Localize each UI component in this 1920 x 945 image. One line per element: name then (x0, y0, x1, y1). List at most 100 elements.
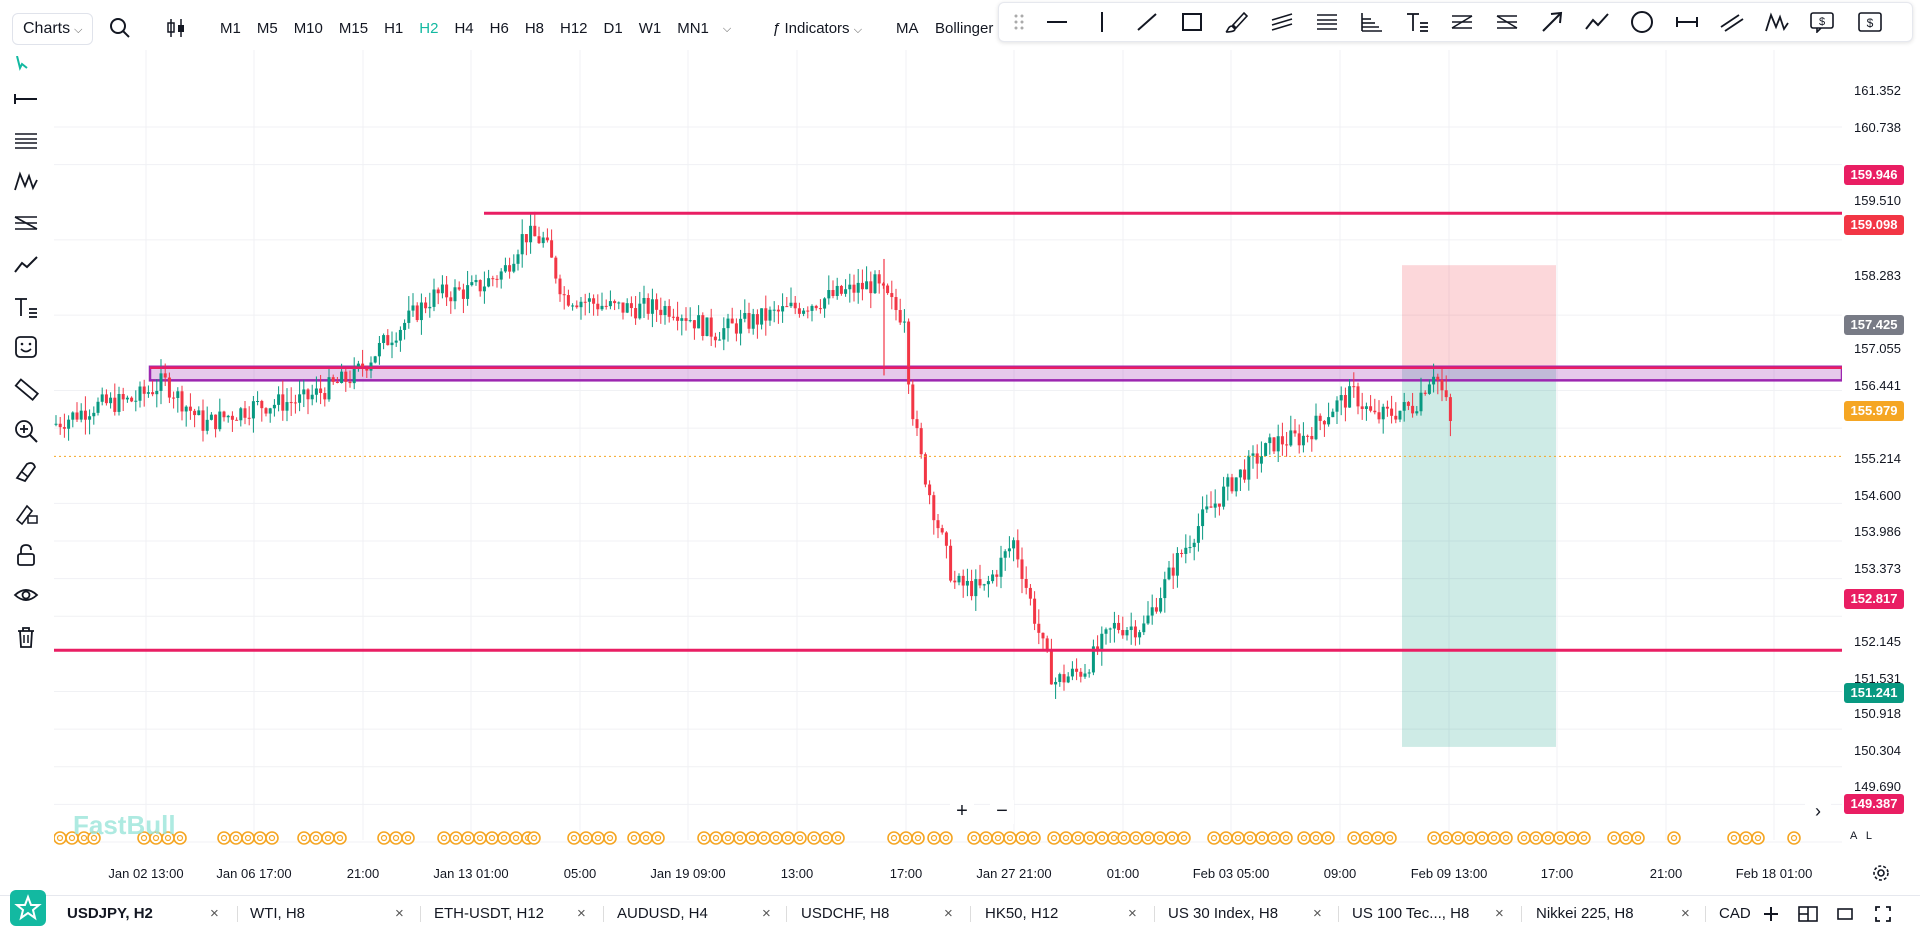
search-icon[interactable] (108, 16, 132, 40)
tf-h4[interactable]: H4 (454, 20, 474, 37)
tab-audusd[interactable]: AUDUSD, H4 × (617, 902, 771, 926)
tf-m10[interactable]: M10 (293, 20, 323, 37)
auto-log-buttons[interactable]: A L (1850, 830, 1873, 842)
arrow-icon[interactable] (1539, 11, 1565, 33)
price-chart[interactable] (54, 50, 1842, 858)
fib-channel-icon[interactable] (1449, 11, 1475, 33)
price-range-icon[interactable] (1674, 11, 1700, 33)
tab-hk50[interactable]: HK50, H12 × (985, 902, 1137, 926)
vertical-line-icon[interactable] (1089, 11, 1115, 33)
tab-usdjpy[interactable]: USDJPY, H2 × (67, 902, 219, 926)
zoom-in-icon[interactable] (13, 418, 39, 444)
tf-h6[interactable]: H6 (489, 20, 509, 37)
candle-body (377, 342, 381, 357)
fullscreen-icon[interactable] (1874, 905, 1892, 923)
tf-w1[interactable]: W1 (638, 20, 662, 37)
tf-h2[interactable]: H2 (419, 20, 439, 37)
drag-handle-icon[interactable] (1009, 11, 1029, 33)
fib-fan-icon[interactable] (1359, 11, 1385, 33)
tf-d1[interactable]: D1 (603, 20, 623, 37)
event-marker-icon (377, 831, 391, 845)
close-icon[interactable]: × (395, 905, 404, 922)
layout-icon[interactable] (1798, 905, 1818, 923)
rectangle-icon[interactable] (1179, 11, 1205, 33)
close-icon[interactable]: × (1495, 905, 1504, 922)
tab-nikkei225[interactable]: Nikkei 225, H8 × (1536, 902, 1690, 926)
settings-icon[interactable] (1872, 864, 1890, 882)
close-icon[interactable]: × (210, 905, 219, 922)
time-axis[interactable]: Jan 02 13:00 Jan 06 17:00 21:00 Jan 13 0… (54, 862, 1844, 888)
candle-body (104, 394, 108, 404)
tab-us100[interactable]: US 100 Tec..., H8 × (1352, 902, 1504, 926)
bollinger-button[interactable]: Bollinger (935, 20, 994, 37)
tab-cad[interactable]: CAD (1719, 902, 1751, 926)
polyline-icon[interactable] (1584, 11, 1610, 33)
add-tab-icon[interactable] (1762, 905, 1780, 923)
chevron-down-icon[interactable]: ⌵ (722, 23, 732, 35)
candle-body (121, 394, 125, 400)
text-tool-icon[interactable] (13, 296, 39, 318)
candle-body (1280, 436, 1284, 445)
candle-body (348, 381, 352, 384)
polyline-icon[interactable] (13, 254, 39, 276)
tf-mn1[interactable]: MN1 (677, 20, 709, 37)
candle-style-icon[interactable] (164, 16, 188, 40)
ma-button[interactable]: MA (896, 20, 919, 37)
tab-us30[interactable]: US 30 Index, H8 × (1168, 902, 1322, 926)
tf-m15[interactable]: M15 (338, 20, 369, 37)
ruler-icon[interactable] (13, 376, 39, 402)
fib-levels-icon[interactable] (13, 130, 39, 152)
cursor-icon[interactable] (13, 56, 39, 72)
tf-h12[interactable]: H12 (560, 20, 588, 37)
magnet-icon[interactable] (13, 460, 39, 486)
close-icon[interactable]: × (762, 905, 771, 922)
tab-eth-usdt[interactable]: ETH-USDT, H12 × (434, 902, 586, 926)
price-note-icon[interactable]: $ (1809, 11, 1835, 33)
emoji-icon[interactable] (13, 336, 39, 358)
wave-pattern-icon[interactable] (13, 170, 39, 192)
tf-h1[interactable]: H1 (384, 20, 404, 37)
close-icon[interactable]: × (1313, 905, 1322, 922)
price-scale[interactable]: 161.352 160.738 159.510 158.283 157.055 … (1842, 50, 1920, 860)
candle-body (1301, 435, 1305, 446)
indicators-button[interactable]: ƒ Indicators ⌵ (772, 18, 862, 41)
horizontal-line-icon[interactable] (1044, 11, 1070, 33)
trash-icon[interactable] (13, 624, 39, 650)
gann-icon[interactable] (13, 212, 39, 234)
tab-wti[interactable]: WTI, H8 × (250, 902, 404, 926)
event-marker-icon (312, 834, 320, 842)
pitchfork-icon[interactable] (1494, 11, 1520, 33)
close-icon[interactable]: × (1128, 905, 1137, 922)
circle-icon[interactable] (1629, 11, 1655, 33)
zoom-in-button[interactable]: + (950, 800, 974, 824)
elliott-wave-icon[interactable] (1764, 11, 1790, 33)
double-line-icon[interactable] (1719, 11, 1745, 33)
brush-icon[interactable] (1224, 11, 1250, 33)
horizontal-ray-icon[interactable] (13, 88, 39, 110)
eye-icon[interactable] (13, 584, 39, 606)
tab-usdchf[interactable]: USDCHF, H8 × (801, 902, 953, 926)
close-icon[interactable]: × (944, 905, 953, 922)
tf-m1[interactable]: M1 (220, 20, 241, 37)
fib-retracement-icon[interactable] (1314, 11, 1340, 33)
candle-body (986, 581, 990, 585)
candle-body (617, 302, 621, 304)
close-icon[interactable]: × (1681, 905, 1690, 922)
zoom-out-button[interactable]: − (990, 800, 1014, 824)
unlock-icon[interactable] (13, 542, 39, 568)
charts-dropdown[interactable]: Charts ⌵ (12, 13, 94, 45)
price-label-icon[interactable]: $ (1857, 11, 1883, 33)
tf-m5[interactable]: M5 (256, 20, 278, 37)
time-tick: Jan 13 01:00 (433, 866, 509, 881)
window-icon[interactable] (1836, 905, 1854, 923)
lock-drawing-icon[interactable] (13, 500, 39, 526)
scroll-right-button[interactable]: › (1805, 800, 1831, 824)
tf-h8[interactable]: H8 (524, 20, 544, 37)
tab-label: USDJPY, H2 (67, 905, 153, 922)
parallel-channel-icon[interactable] (1269, 11, 1295, 33)
trend-line-icon[interactable] (1134, 11, 1160, 33)
text-tool-icon[interactable] (1404, 11, 1430, 33)
favorites-button[interactable] (10, 890, 46, 926)
close-icon[interactable]: × (577, 905, 586, 922)
event-marker-icon (1667, 831, 1681, 845)
